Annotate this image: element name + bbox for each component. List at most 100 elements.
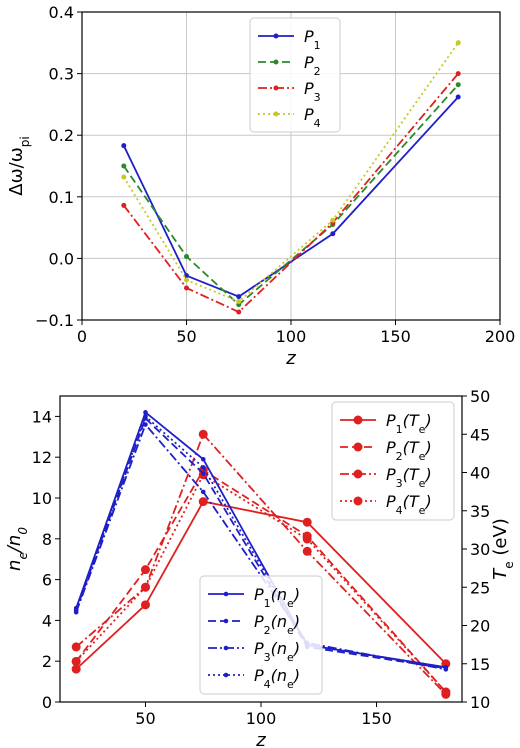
legend-label: P3(Te): [386, 465, 432, 490]
y-left-axis-label: ne/n0: [4, 527, 30, 571]
data-point: [140, 565, 150, 575]
y-right-tick-label: 45: [470, 425, 490, 444]
y-tick-label: 0.4: [49, 3, 74, 22]
y-left-tick-label: 8: [42, 530, 52, 549]
data-point: [200, 465, 206, 470]
x-axis-label: z: [285, 348, 296, 369]
data-point: [143, 414, 148, 419]
data-point: [184, 254, 189, 260]
y-tick-label: 0.3: [49, 65, 74, 84]
data-point: [121, 202, 127, 208]
data-point: [71, 642, 81, 652]
y-right-tick-label: 50: [470, 387, 490, 406]
legend-marker: [353, 415, 363, 425]
data-point: [455, 40, 461, 46]
legend-label: P4(ne): [254, 666, 300, 691]
legend-marker: [223, 645, 229, 651]
y-axis-label: Δω/ωpi: [6, 136, 32, 196]
y-right-tick-label: 20: [470, 617, 490, 636]
data-point: [121, 143, 127, 149]
data-point: [236, 309, 242, 315]
data-point: [143, 410, 148, 415]
legend-label: P2(Te): [386, 438, 432, 463]
data-point: [200, 489, 206, 495]
y-tick-label: −0.1: [35, 311, 74, 330]
legend-marker: [273, 59, 279, 65]
legend-marker: [353, 442, 363, 452]
y-right-tick-label: 25: [470, 578, 490, 597]
y-left-tick-label: 10: [32, 489, 52, 508]
y-tick-label: 0.1: [49, 188, 74, 207]
data-point: [455, 71, 461, 77]
x-tick-label: 50: [135, 709, 155, 728]
series-line: [75, 432, 447, 695]
x-tick-label: 0: [77, 327, 87, 346]
legend-marker: [273, 33, 279, 39]
x-tick-label: 150: [380, 327, 411, 346]
legend-label: P4(Te): [386, 492, 432, 517]
y-right-tick-label: 40: [470, 464, 490, 483]
legend-label: P1(Te): [386, 411, 432, 436]
data-point: [330, 217, 336, 223]
y-tick-label: 0.0: [49, 249, 74, 268]
x-tick-label: 100: [276, 327, 307, 346]
legend-marker: [223, 591, 229, 597]
data-point: [441, 659, 451, 669]
data-point: [121, 163, 127, 169]
y-left-tick-label: 2: [42, 652, 52, 671]
x-tick-label: 200: [485, 327, 516, 346]
y-right-tick-label: 30: [470, 540, 490, 559]
legend-marker: [353, 469, 363, 479]
data-point: [71, 656, 81, 666]
x-tick-label: 150: [361, 709, 392, 728]
data-point: [236, 299, 242, 305]
y-right-tick-label: 15: [470, 655, 490, 674]
data-point: [198, 429, 208, 439]
y-left-tick-label: 14: [32, 407, 52, 426]
x-tick-label: 100: [246, 709, 277, 728]
data-point: [236, 294, 242, 300]
data-point: [455, 82, 461, 88]
data-point: [441, 687, 451, 697]
data-point: [443, 665, 449, 670]
data-point: [71, 664, 81, 674]
data-point: [184, 273, 189, 279]
data-point: [302, 546, 312, 556]
legend-marker: [223, 618, 229, 624]
data-point: [140, 600, 150, 610]
y-right-tick-label: 10: [470, 693, 490, 712]
legend-box: [199, 575, 323, 695]
y-left-tick-label: 4: [42, 611, 52, 630]
y-right-tick-label: 35: [470, 502, 490, 521]
y-left-tick-label: 6: [42, 571, 52, 590]
legend-label: P1(ne): [254, 585, 300, 610]
data-point: [302, 517, 312, 527]
data-point: [455, 94, 461, 100]
x-axis-label: z: [255, 730, 266, 748]
chart-frequency-shift: 0 50 100 150 200 −0.1 0.0 0.1 0.2 0.3 0.4 z Δω/ωpi P1…: [6, 3, 515, 369]
data-point: [198, 497, 208, 507]
y-left-tick-label: 0: [42, 693, 52, 712]
data-point: [184, 285, 189, 291]
legend-label: P2(ne): [254, 612, 300, 637]
data-point: [73, 607, 79, 613]
legend-label: P4: [304, 105, 321, 130]
y-right-axis-label: Te (eV): [490, 518, 516, 580]
y-tick-label: 0.2: [49, 126, 74, 145]
legend-box: [249, 17, 341, 133]
data-point: [143, 422, 148, 427]
data-point: [184, 277, 189, 283]
legend-box: [331, 401, 455, 521]
data-point: [140, 582, 150, 592]
legend-marker: [223, 672, 229, 678]
data-point: [302, 534, 312, 544]
legend-marker: [353, 496, 363, 506]
data-point: [200, 471, 206, 476]
y-left-tick-label: 12: [32, 448, 52, 467]
data-point: [200, 456, 206, 462]
legend-marker: [273, 85, 279, 91]
legend-marker: [273, 111, 279, 117]
data-point: [330, 231, 336, 237]
series-line: [75, 414, 446, 669]
